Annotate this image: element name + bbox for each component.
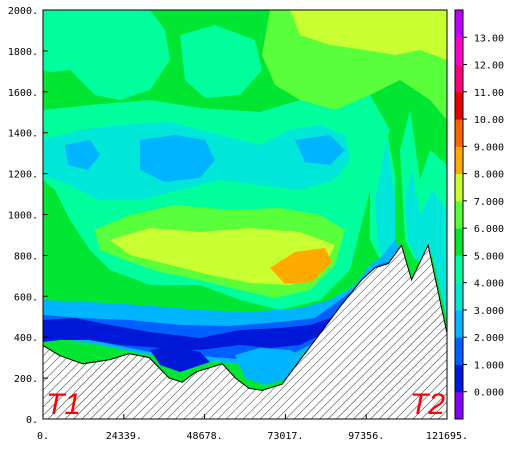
colorbar-label: 4.000 [474, 279, 504, 290]
colorbar-segment [455, 146, 463, 175]
colorbar-label: 10.00 [474, 115, 504, 126]
contour-level-8-top [290, 10, 447, 60]
contour-level-3-pocket [235, 348, 305, 385]
contour-level-1-base [43, 270, 388, 350]
colorbar-segment [455, 37, 463, 66]
colorbar-segment [455, 10, 463, 38]
colorbar-frame [454, 9, 464, 420]
contour-level-1-dip [150, 345, 210, 372]
colorbar-segment [455, 337, 463, 365]
colorbar-segment [455, 391, 463, 420]
y-tick-label: 800. [14, 251, 38, 262]
y-axis: 0. 200. 400. 600. 800. 1000. 1200. 1400. 1600. 18… [8, 6, 48, 426]
x-tick-label: 48678. [187, 431, 223, 442]
colorbar-segment [455, 200, 463, 229]
y-tick-label: 1600. [8, 88, 38, 99]
contour-level-6-mid [180, 25, 262, 98]
colorbar: 0.000 1.000 2.000 3.000 4.000 5.000 6.000 7.000… [454, 9, 504, 420]
colorbar-label: 12.00 [474, 61, 504, 72]
colorbar-segment [455, 282, 463, 311]
colorbar-segment [455, 64, 463, 93]
y-tick-label: 1400. [8, 129, 38, 140]
x-tick-label: 97356. [348, 431, 384, 442]
colorbar-label: 7.000 [474, 197, 504, 208]
y-tick-label: 0. [26, 415, 38, 426]
y-tick-label: 1200. [8, 170, 38, 181]
colorbar-label: 11.00 [474, 88, 504, 99]
y-tick-label: 400. [14, 333, 38, 344]
y-tick-label: 1000. [8, 211, 38, 222]
annotation-t1: T1 [46, 388, 81, 421]
contour-field [43, 10, 447, 419]
colorbar-label: 2.000 [474, 333, 504, 344]
colorbar-segment [455, 119, 463, 147]
colorbar-segment [455, 309, 463, 338]
contour-level-3-mid [140, 135, 215, 182]
colorbar-label: 13.00 [474, 33, 504, 44]
colorbar-label: 0.000 [474, 388, 504, 399]
x-tick-label: 73017. [267, 431, 303, 442]
contour-level-3-left [65, 140, 100, 170]
annotation-t2: T2 [410, 388, 445, 421]
x-axis: 0. 24339. 48678. 73017. 97356. 121695. [37, 414, 468, 442]
colorbar-segment [455, 364, 463, 393]
colorbar-label: 9.000 [474, 142, 504, 153]
colorbar-segment [455, 91, 463, 120]
colorbar-label: 5.000 [474, 251, 504, 262]
terrain-profile [42, 243, 448, 420]
y-tick-label: 200. [14, 374, 38, 385]
x-tick-label: 24339. [106, 431, 142, 442]
x-tick-label: 121695. [426, 431, 468, 442]
y-tick-label: 1800. [8, 47, 38, 58]
contour-level-4-right [375, 140, 395, 262]
contour-level-6-left [43, 10, 170, 100]
contour-level-4-far-right [405, 170, 447, 320]
colorbar-segment [455, 173, 463, 202]
y-tick-label: 600. [14, 292, 38, 303]
colorbar-label: 3.000 [474, 306, 504, 317]
y-tick-label: 2000. [8, 6, 38, 17]
colorbar-segment [455, 228, 463, 256]
colorbar-label: 8.000 [474, 170, 504, 181]
colorbar-segment [455, 255, 463, 284]
contour-level-9 [270, 248, 332, 284]
colorbar-label: 1.000 [474, 360, 504, 371]
colorbar-label: 6.000 [474, 224, 504, 235]
contour-level-3-right [295, 135, 345, 165]
x-tick-label: 0. [37, 431, 49, 442]
